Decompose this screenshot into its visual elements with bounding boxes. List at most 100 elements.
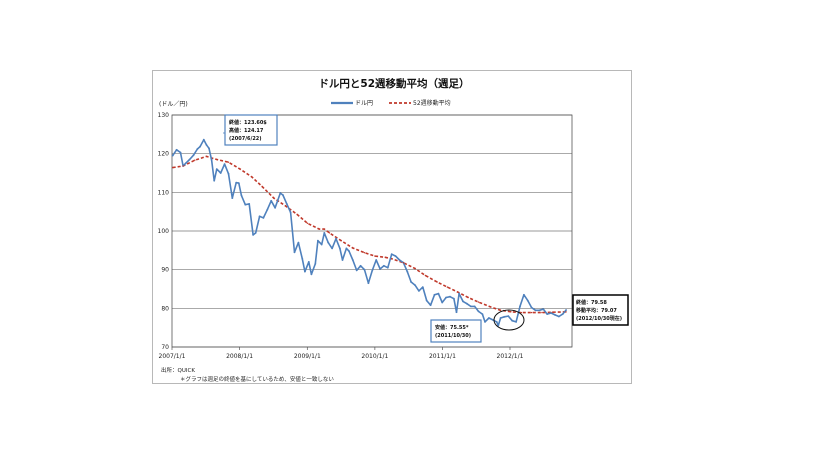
source-note: 出所：QUICK [161,366,195,374]
data-point-ma52 [340,240,342,242]
gridlines [172,114,572,348]
data-point-usdjpy [542,308,545,310]
data-point-usdjpy [285,203,288,205]
x-tick-label: 2007/1/1 [159,353,186,360]
data-point-usdjpy [414,284,416,286]
data-point-usdjpy [554,314,556,316]
y-tick-label: 100 [158,228,170,235]
x-tick-label: 2008/1/1 [226,353,253,360]
y-tick-label: 90 [161,267,169,274]
y-tick-label: 70 [161,344,169,351]
data-point-ma52 [446,286,449,288]
data-point-ma52 [205,155,208,158]
data-point-usdjpy [297,241,300,244]
data-point-usdjpy [205,143,208,146]
data-point-ma52 [402,262,405,264]
data-point-usdjpy [477,310,480,313]
data-point-usdjpy [406,270,409,273]
data-point-usdjpy [437,292,440,295]
footnote: ＊グラフは週足の終値を基にしているため、安値と一致しない [180,375,334,383]
data-point-usdjpy [339,247,341,250]
legend-label-ma52: 52週移動平均 [413,99,451,107]
x-tick-label: 2009/1/1 [294,353,321,360]
data-point-ma52 [227,161,230,163]
x-tick-label: 2012/1/1 [497,353,524,360]
data-point-usdjpy [466,302,468,305]
data-point-ma52 [489,306,491,308]
data-point-ma52 [510,311,512,313]
data-points [171,138,567,327]
data-point-usdjpy [488,317,490,319]
data-point-usdjpy [314,263,317,265]
data-point-usdjpy [248,203,251,205]
data-point-ma52 [467,296,469,299]
data-point-ma52 [530,311,533,314]
data-point-ma52 [251,176,253,178]
annotation-latest-line-2: 移動平均：79.07 [576,307,617,314]
data-point-usdjpy [175,148,178,151]
data-point-usdjpy [262,217,265,219]
data-point-ma52 [499,309,502,311]
data-point-usdjpy [192,154,195,157]
data-point-usdjpy [550,312,552,314]
data-point-usdjpy [530,306,533,309]
annotation-high-line-2: 高値：124.17 [229,127,264,134]
data-point-ma52 [391,258,393,260]
data-point-ma52 [384,256,386,258]
chart-figure: ドル円と52週移動平均（週足） ドル円 52週移動平均 (ドル／円) 70 80 9… [152,70,632,384]
data-point-usdjpy [171,154,174,157]
data-point-usdjpy [310,273,313,276]
data-point-ma52 [284,205,287,207]
data-point-usdjpy [266,208,269,211]
data-point-usdjpy [534,309,537,312]
y-axis-ticks: 70 80 90 100 110 120 130 [158,112,170,351]
data-point-usdjpy [433,293,436,296]
data-point-usdjpy [558,315,560,318]
data-point-ma52 [306,222,309,224]
annotation-high-box [224,114,278,146]
data-point-usdjpy [208,147,210,150]
annotation-latest: 終値：79.58 移動平均：79.07 (2012/10/30現在) [572,294,629,326]
data-point-usdjpy [227,172,230,175]
data-point-usdjpy [469,305,472,308]
data-point-usdjpy [304,270,306,273]
data-point-usdjpy [215,168,218,170]
y-tick-label: 120 [158,151,170,158]
data-point-usdjpy [202,138,205,141]
data-point-ma52 [239,168,241,170]
data-point-ma52 [323,228,325,230]
data-point-ma52 [194,159,196,161]
data-point-usdjpy [348,250,350,253]
data-point-usdjpy [317,239,319,242]
data-point-usdjpy [210,159,213,161]
data-point-ma52 [541,311,543,314]
data-point-usdjpy [398,259,401,261]
data-point-usdjpy [219,172,222,174]
data-point-usdjpy [188,158,191,161]
data-point-usdjpy [491,319,494,321]
data-point-usdjpy [199,145,201,148]
data-point-ma52 [551,311,554,313]
data-point-usdjpy [320,243,323,246]
annotation-low: 安値：75.55* (2011/10/30) [430,309,525,343]
data-point-usdjpy [237,182,240,184]
data-point-usdjpy [196,148,199,150]
data-point-ma52 [318,228,320,230]
y-tick-label: 130 [158,112,170,119]
annotation-high-line-1: 終値：123.60$ [229,119,267,126]
data-point-usdjpy [526,299,529,302]
data-point-ma52 [328,232,331,234]
data-point-usdjpy [179,151,182,154]
data-point-usdjpy [383,264,385,267]
series-line-usdjpy [172,138,567,327]
y-tick-label: 110 [158,189,170,196]
data-point-usdjpy [546,313,549,315]
data-point-usdjpy [252,234,254,236]
data-point-usdjpy [565,309,567,311]
data-point-usdjpy [327,241,330,244]
data-point-usdjpy [445,296,447,299]
data-point-usdjpy [359,264,362,267]
data-point-ma52 [477,301,480,303]
data-point-usdjpy [458,292,460,295]
data-point-usdjpy [355,269,358,272]
